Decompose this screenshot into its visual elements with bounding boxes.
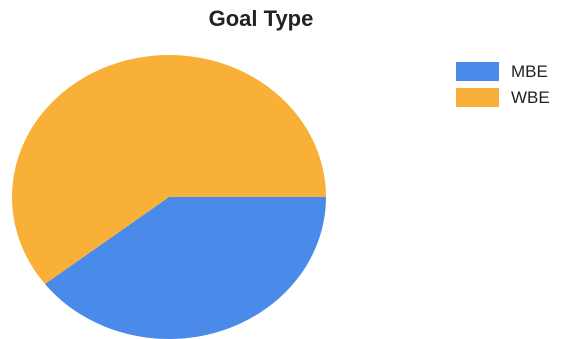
legend: MBE WBE — [456, 60, 550, 112]
legend-swatch-wbe — [456, 88, 499, 107]
legend-item-wbe: WBE — [456, 86, 550, 109]
chart-title: Goal Type — [208, 6, 314, 31]
legend-label-wbe: WBE — [511, 87, 550, 107]
legend-label-mbe: MBE — [511, 61, 548, 81]
legend-swatch-mbe — [456, 62, 499, 81]
pie-slice-wbe — [12, 55, 326, 285]
pie-slice-mbe — [44, 197, 326, 339]
legend-item-mbe: MBE — [456, 60, 550, 83]
